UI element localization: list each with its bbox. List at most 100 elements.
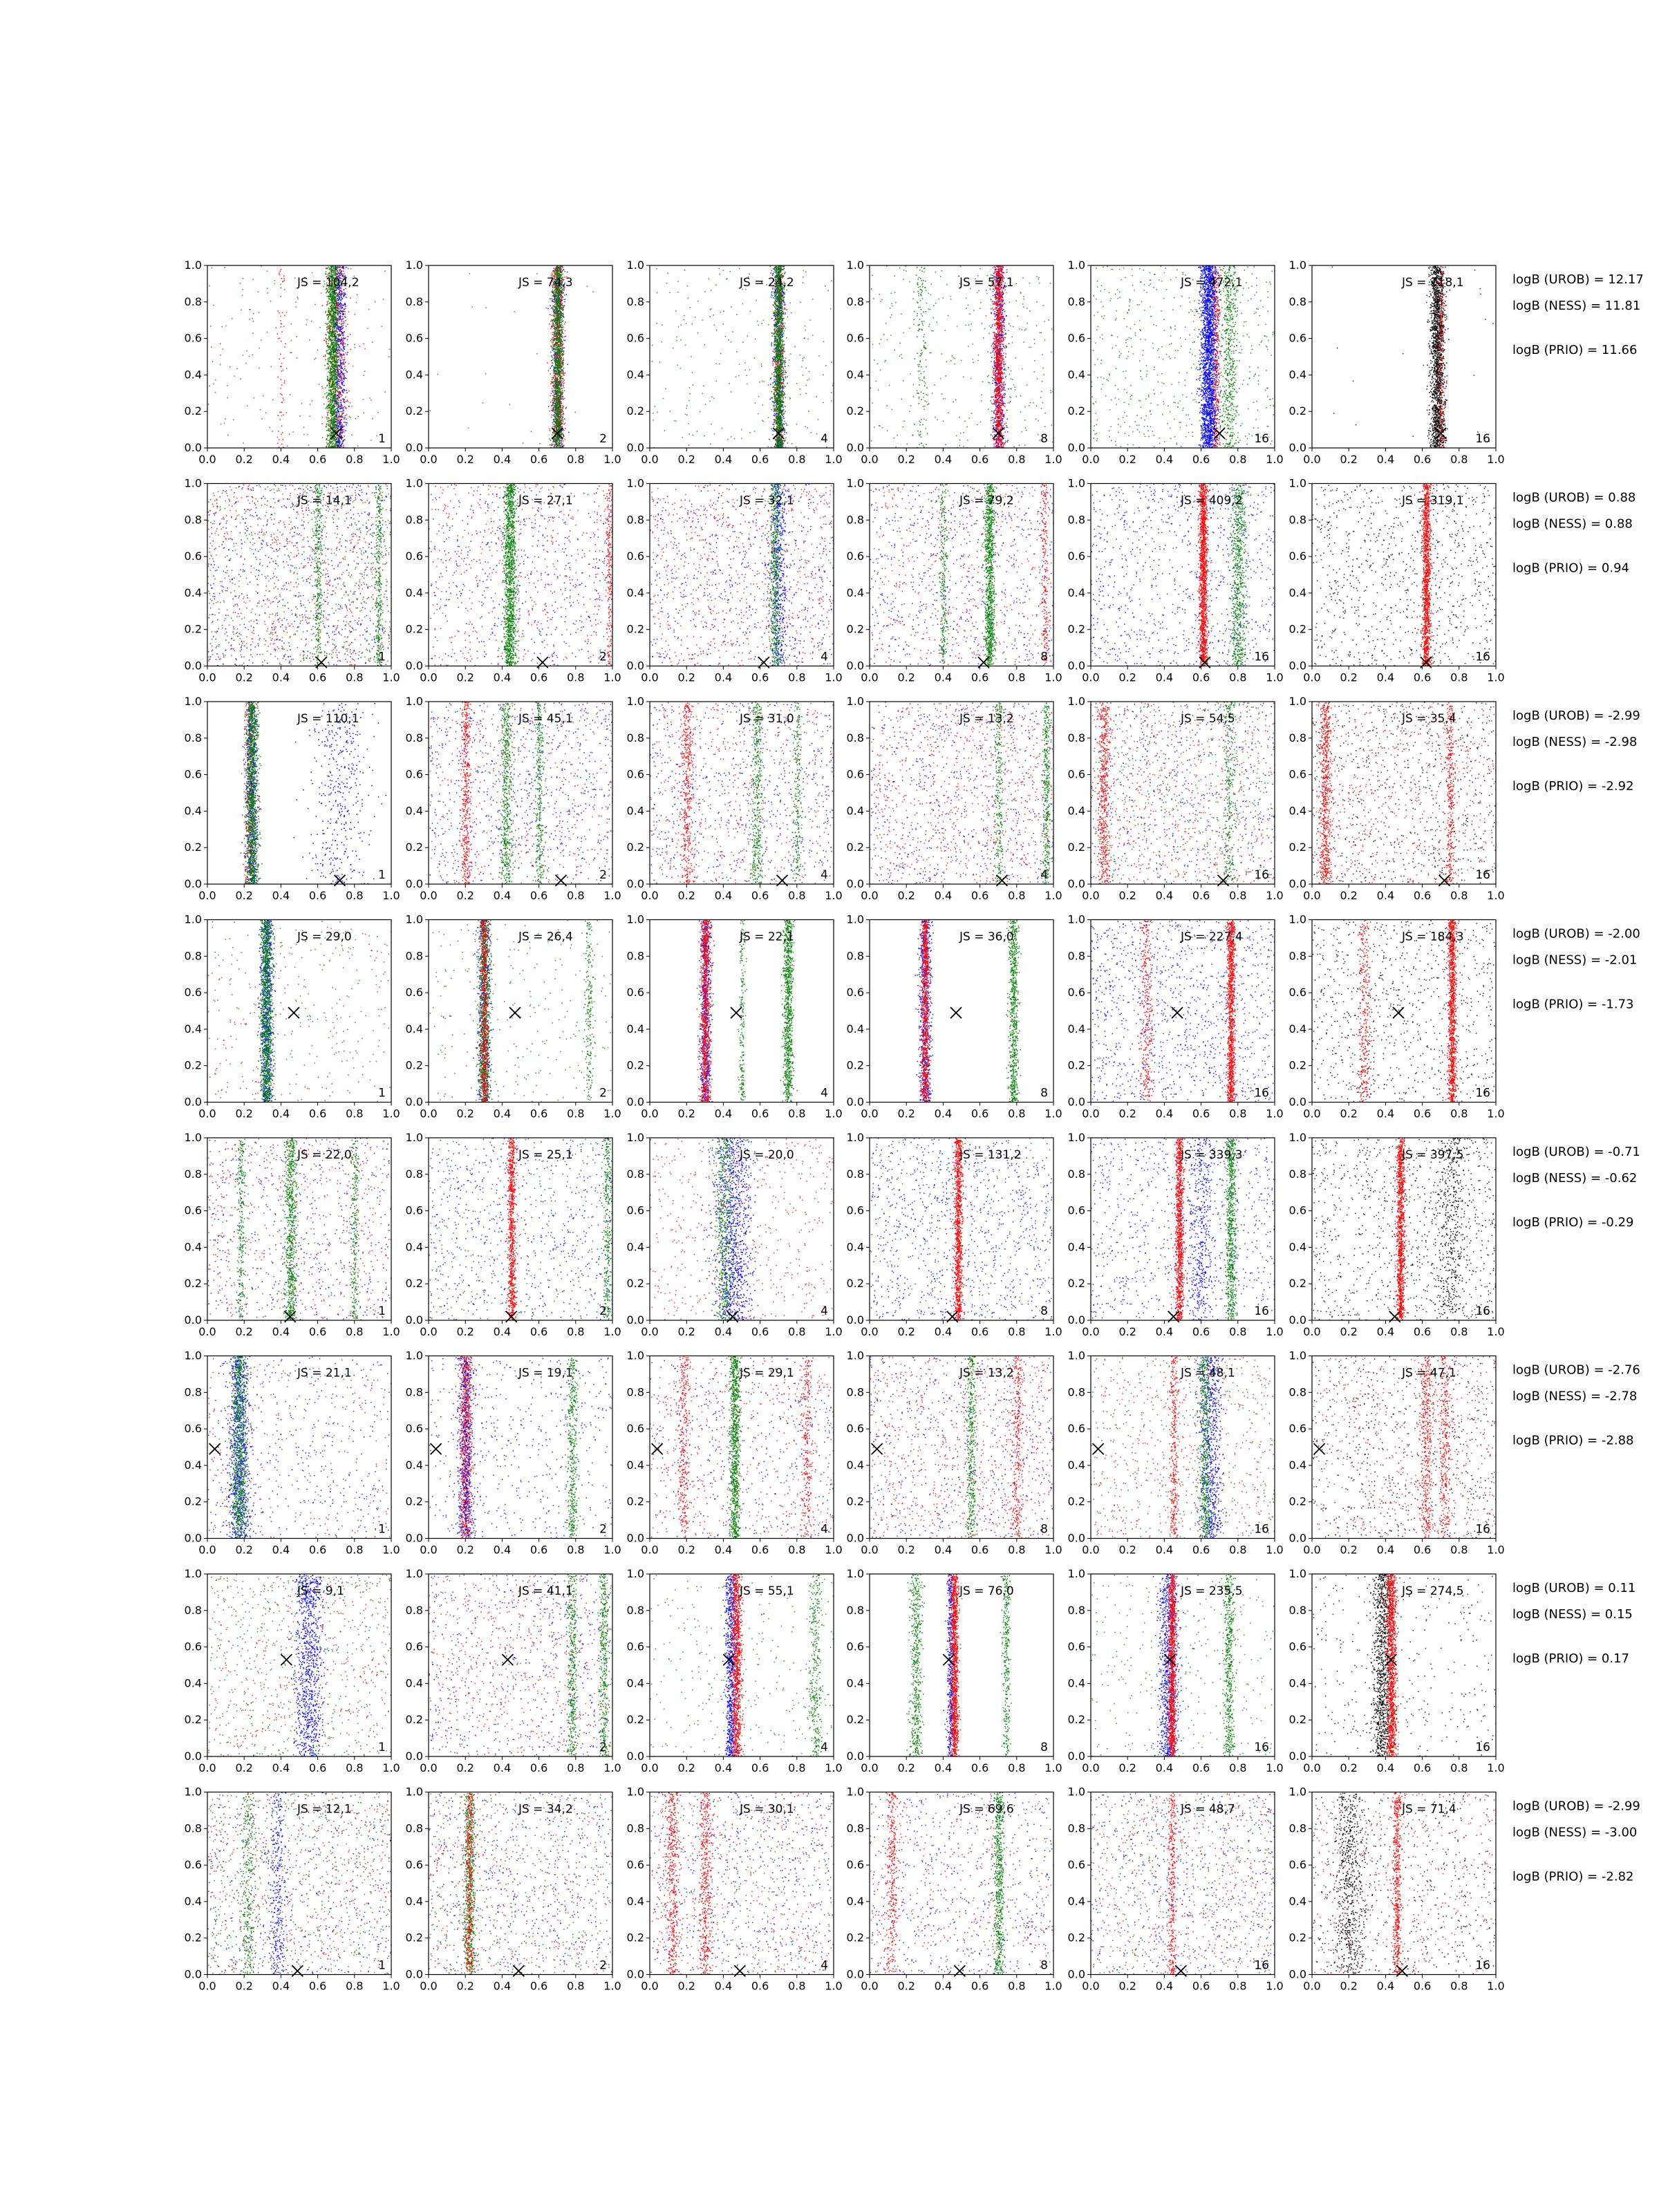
scatter-point [277, 333, 279, 335]
scatter-point [559, 380, 561, 382]
scatter-point [343, 381, 344, 382]
scatter-point [332, 417, 333, 418]
scatter-point [283, 397, 284, 399]
scatter-point [329, 337, 330, 338]
scatter-point [550, 315, 551, 316]
scatter-point [330, 272, 332, 273]
scatter-point [294, 278, 296, 279]
scatter-point [344, 294, 345, 295]
scatter-point [567, 272, 568, 273]
scatter-point [340, 269, 341, 270]
scatter-point [337, 390, 338, 391]
scatter-point [329, 433, 330, 435]
scatter-point [559, 370, 561, 371]
scatter-point [341, 324, 342, 325]
scatter-point [326, 353, 328, 354]
scatter-point [335, 305, 337, 306]
scatter-point [335, 391, 336, 393]
scatter-point [341, 422, 342, 424]
scatter-point [336, 273, 337, 274]
scatter-point [326, 315, 328, 317]
scatter-point [334, 314, 335, 315]
scatter-point [334, 303, 335, 304]
scatter-point [346, 401, 347, 402]
scatter-point [331, 294, 332, 295]
scatter-point [332, 370, 334, 371]
scatter-point [341, 339, 343, 340]
scatter-point [345, 377, 346, 379]
scatter-point [339, 303, 341, 305]
scatter-point [552, 422, 554, 424]
scatter-point [221, 326, 223, 328]
scatter-point [557, 361, 559, 362]
scatter-point [340, 371, 341, 372]
scatter-point [344, 426, 345, 427]
scatter-point [331, 301, 332, 302]
scatter-point [281, 341, 282, 342]
scatter-point [335, 346, 337, 347]
scatter-point [563, 386, 564, 387]
y-tick-label: 0.2 [185, 404, 202, 418]
scatter-point [563, 384, 564, 385]
scatter-point [550, 321, 552, 322]
scatter-point [554, 392, 555, 393]
scatter-point [335, 296, 337, 297]
scatter-point [555, 325, 556, 326]
scatter-point [341, 357, 343, 359]
x-tick-label: 0.0 [198, 453, 216, 466]
scatter-point [330, 371, 331, 372]
scatter-point [564, 418, 565, 420]
scatter-point [330, 398, 331, 400]
scatter-point [331, 324, 332, 325]
scatter-point [556, 370, 557, 371]
scatter-point [337, 380, 339, 382]
scatter-point [326, 351, 328, 353]
scatter-point [340, 375, 341, 377]
scatter-point [330, 338, 332, 339]
scatter-point [334, 326, 335, 328]
scatter-point [343, 325, 344, 326]
scatter-point [284, 315, 285, 317]
scatter-point [328, 338, 330, 339]
scatter-point [560, 270, 561, 272]
scatter-point [332, 297, 334, 299]
scatter-point [329, 366, 330, 367]
scatter-point [350, 402, 351, 404]
scatter-point [336, 372, 337, 373]
scatter-point [334, 328, 335, 330]
scatter-point [337, 310, 339, 311]
scatter-point [344, 400, 345, 402]
scatter-point [329, 425, 330, 427]
scatter-point [332, 359, 333, 360]
scatter-point [552, 309, 554, 310]
scatter-point [554, 444, 556, 446]
scatter-point [272, 431, 273, 432]
scatter-point [326, 327, 328, 328]
scatter-point [562, 349, 563, 350]
scatter-point [339, 319, 340, 320]
scatter-point [332, 304, 333, 306]
scatter-point [337, 295, 339, 297]
scatter-point [291, 324, 292, 325]
scatter-point [330, 335, 331, 337]
scatter-point [343, 337, 344, 338]
scatter-point [562, 405, 563, 406]
scatter-point [547, 308, 549, 310]
scatter-point [341, 424, 343, 426]
scatter-point [332, 402, 333, 403]
scatter-point [333, 438, 335, 439]
scatter-point [332, 400, 334, 401]
scatter-point [341, 331, 342, 332]
scatter-point [330, 268, 332, 270]
scatter-point [549, 411, 550, 412]
scatter-point [321, 386, 323, 388]
scatter-point [554, 335, 556, 336]
scatter-point [332, 295, 334, 297]
scatter-point [565, 423, 566, 424]
scatter-point [338, 405, 339, 406]
scatter-point [341, 341, 343, 342]
scatter-point [337, 312, 339, 313]
scatter-point [281, 444, 283, 445]
scatter-point [330, 319, 332, 320]
scatter-point [277, 310, 279, 312]
